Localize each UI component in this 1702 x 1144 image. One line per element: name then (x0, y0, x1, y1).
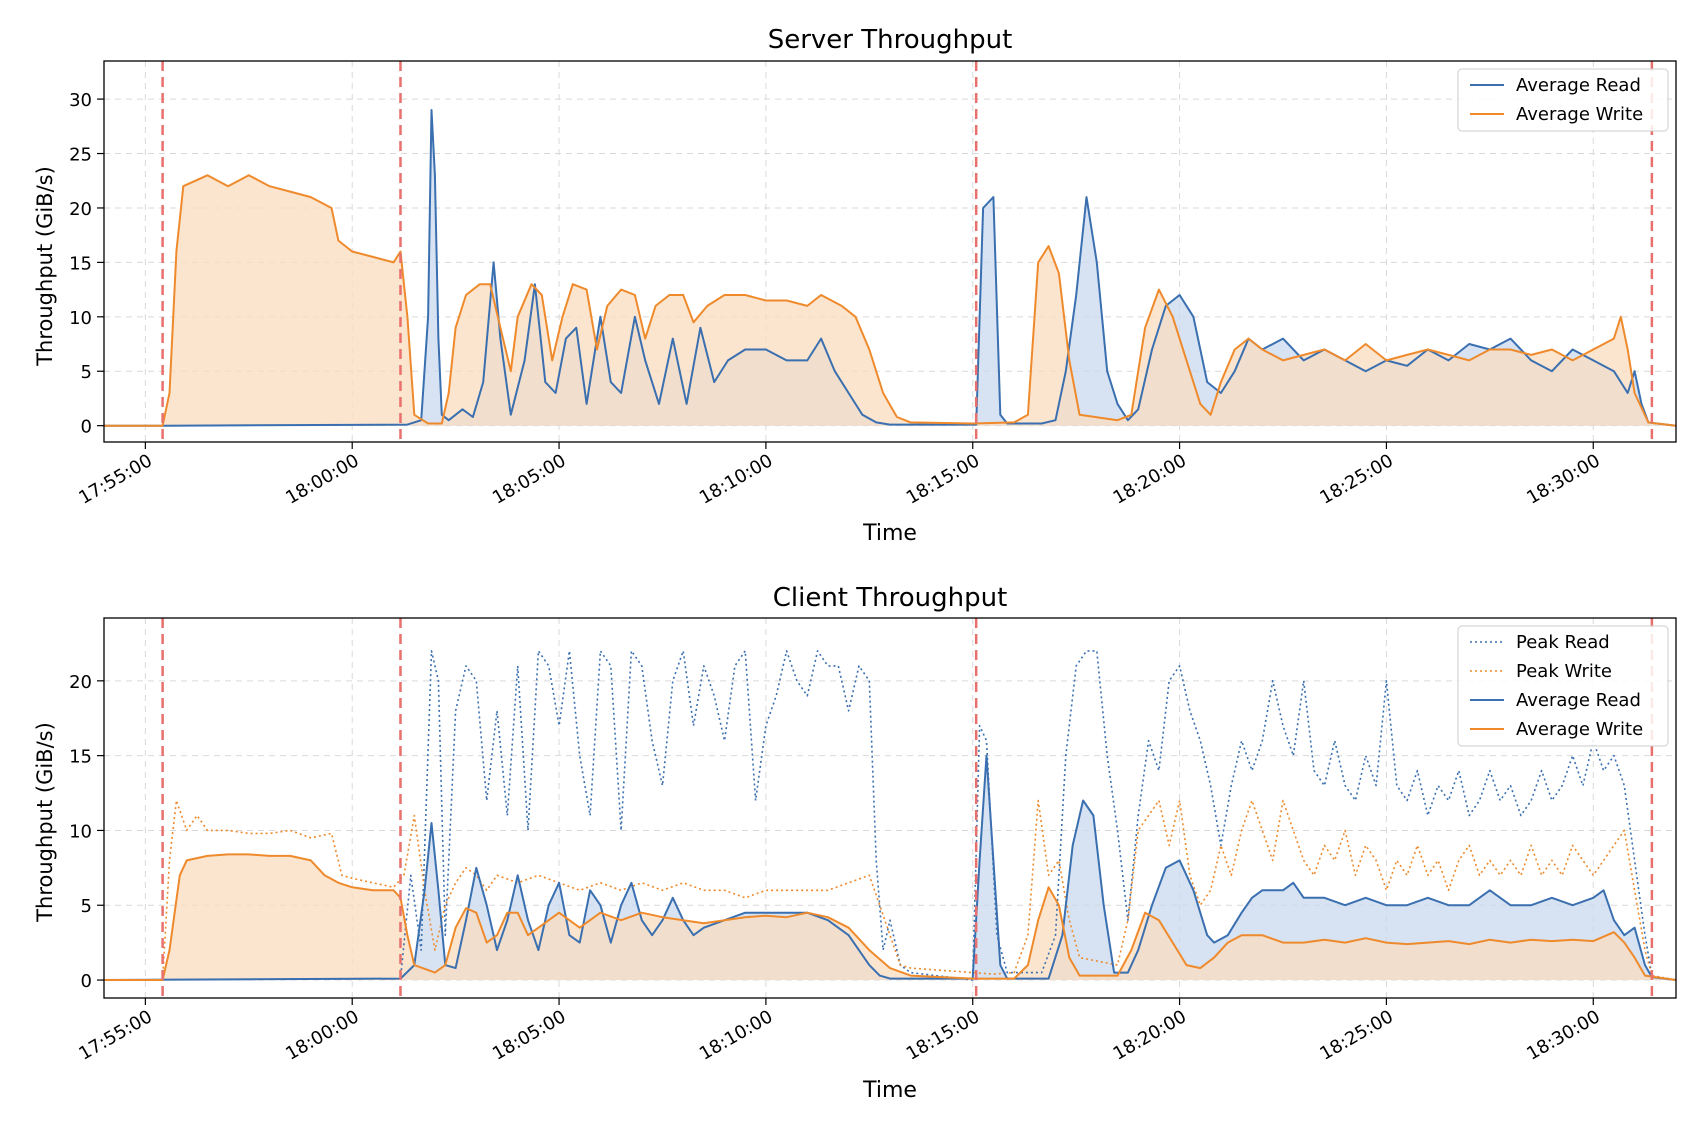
legend-box (1457, 625, 1669, 747)
legend-box (1457, 68, 1669, 132)
x-tick-label: 17:55:00 (75, 1006, 156, 1065)
y-tick-label: 5 (81, 896, 92, 917)
x-tick-label: 18:15:00 (903, 1006, 984, 1065)
x-tick-label: 18:10:00 (696, 1006, 777, 1065)
server-x-ticks: 17:55:00 18:00:00 18:05:00 18:10:00 18:15:00… (75, 442, 1604, 509)
x-tick-label: 18:30:00 (1523, 1006, 1604, 1065)
x-tick-label: 18:05:00 (489, 450, 570, 509)
client-series-lines (103, 650, 1677, 981)
server-series-lines (104, 109, 1677, 427)
client-x-axis-label: Time (862, 1078, 917, 1103)
x-tick-label: 18:10:00 (696, 450, 777, 509)
server-plot-frame (103, 60, 1677, 443)
y-tick-label: 15 (69, 747, 92, 768)
y-tick-label: 0 (81, 971, 92, 992)
client-throughput-panel: Client Throughput Throughput (GiB/s) Tim… (33, 583, 1677, 1103)
server-legend: Average Read Average Write (1457, 68, 1669, 132)
y-tick-label: 0 (81, 417, 92, 438)
y-tick-label: 10 (69, 308, 92, 329)
legend-label-peak-read: Peak Read (1516, 632, 1610, 653)
average-read-line (103, 754, 1677, 981)
x-tick-label: 18:00:00 (282, 1006, 363, 1065)
client-legend: Peak Read Peak Write Average Read Average W… (1457, 625, 1669, 747)
client-y-ticks: 0 5 10 15 20 (69, 672, 104, 992)
x-tick-label: 18:30:00 (1523, 450, 1604, 509)
average-write-line (104, 853, 1677, 981)
legend-label-average-read: Average Read (1516, 75, 1641, 96)
y-tick-label: 5 (81, 362, 92, 383)
client-x-ticks: 17:55:00 18:00:00 18:05:00 18:10:00 18:15:00… (75, 998, 1604, 1065)
x-tick-label: 18:15:00 (903, 450, 984, 509)
x-tick-label: 18:25:00 (1316, 1006, 1397, 1065)
legend-label-average-read: Average Read (1516, 690, 1641, 711)
y-tick-label: 30 (69, 90, 92, 111)
server-y-axis-label: Throughput (GiB/s) (33, 166, 57, 367)
server-x-axis-label: Time (862, 521, 917, 546)
x-tick-label: 17:55:00 (75, 450, 156, 509)
x-tick-label: 18:05:00 (489, 1006, 570, 1065)
x-tick-label: 18:25:00 (1316, 450, 1397, 509)
legend-label-average-write: Average Write (1516, 719, 1643, 740)
peak-write-line (104, 799, 1677, 981)
peak-read-line (103, 650, 1677, 981)
y-tick-label: 20 (69, 672, 92, 693)
client-chart-title: Client Throughput (773, 583, 1008, 613)
server-chart-title: Server Throughput (768, 25, 1013, 55)
average-write-line (104, 174, 1677, 427)
x-tick-label: 18:20:00 (1110, 450, 1191, 509)
legend-label-peak-write: Peak Write (1516, 661, 1612, 682)
y-tick-label: 10 (69, 821, 92, 842)
client-plot-frame (103, 617, 1677, 999)
average-read-area (104, 755, 1676, 980)
server-y-ticks: 0 5 10 15 20 25 30 (69, 90, 104, 438)
server-throughput-panel: Server Throughput Throughput (GiB/s) Tim… (33, 25, 1677, 546)
average-write-area (104, 175, 1676, 426)
y-tick-label: 20 (69, 199, 92, 220)
average-read-line (104, 109, 1677, 427)
y-tick-label: 15 (69, 253, 92, 274)
y-tick-label: 25 (69, 145, 92, 166)
client-y-axis-label: Throughput (GiB/s) (33, 722, 57, 923)
x-tick-label: 18:20:00 (1110, 1006, 1191, 1065)
legend-label-average-write: Average Write (1516, 104, 1643, 125)
x-tick-label: 18:00:00 (282, 450, 363, 509)
server-area-fills (104, 110, 1676, 426)
